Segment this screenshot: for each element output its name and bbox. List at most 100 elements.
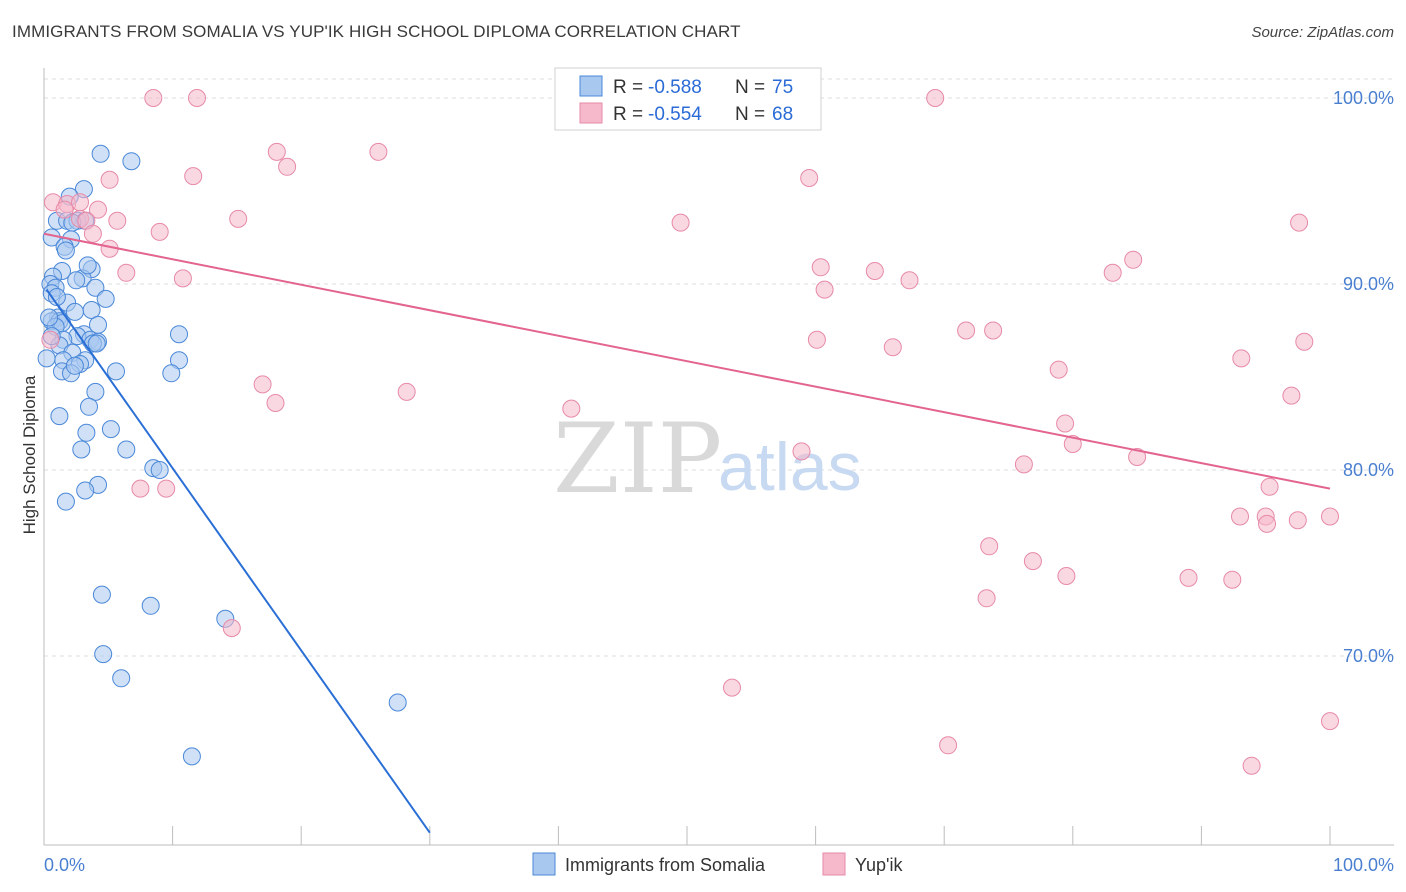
legend-swatch-somalia	[579, 75, 603, 97]
yupik-point-7	[100, 170, 119, 189]
y-tick-labels: 100.0% 90.0% 80.0% 70.0%	[1333, 88, 1394, 666]
trend-line-yupik	[43, 232, 1331, 490]
somalia-point-42	[37, 349, 56, 368]
y-axis-title: High School Diploma	[20, 375, 39, 534]
yupik-point-43	[562, 399, 581, 418]
somalia-point-0	[91, 144, 110, 163]
bottom-legend-label-somalia: Immigrants from Somalia	[565, 855, 766, 875]
yupik-point-26	[865, 262, 884, 280]
trend-lines	[43, 232, 1331, 834]
yupik-point-61	[1223, 570, 1242, 589]
yupik-point-39	[253, 375, 272, 394]
somalia-point-73	[40, 308, 59, 327]
somalia-point-68	[388, 693, 407, 712]
somalia-point-51	[86, 382, 105, 401]
yupik-point-28	[173, 269, 192, 288]
bottom-legend-swatch-yupik	[822, 852, 846, 876]
x-tick-label-left: 0.0%	[44, 855, 85, 875]
y-tick-label-1: 90.0%	[1343, 274, 1394, 294]
yupik-point-37	[1232, 349, 1251, 368]
yupik-point-1	[188, 89, 206, 107]
yupik-point-2	[926, 89, 945, 107]
yupik-point-58	[1023, 552, 1042, 571]
somalia-point-17	[67, 271, 86, 290]
yupik-point-27	[1103, 263, 1122, 282]
y-tick-label-2: 80.0%	[1343, 460, 1394, 480]
yupik-point-34	[807, 330, 826, 349]
yupik-point-40	[397, 382, 416, 401]
somalia-point-64	[141, 596, 160, 615]
yupik-point-44	[1056, 414, 1075, 433]
yupik-point-16	[229, 209, 248, 228]
yupik-point-65	[939, 736, 958, 755]
series-yupik	[41, 89, 1339, 775]
yupik-point-57	[980, 537, 999, 556]
yupik-point-13	[89, 200, 107, 219]
somalia-point-69	[182, 747, 201, 766]
yupik-point-24	[117, 263, 136, 282]
somalia-point-22	[96, 289, 115, 308]
yupik-point-29	[900, 271, 919, 290]
somalia-point-1	[122, 152, 141, 171]
legend-n-label-yupik: N =	[735, 104, 765, 125]
watermark-zip: ZIP	[553, 403, 722, 515]
somalia-point-12	[56, 241, 75, 260]
watermark-atlas: atlas	[718, 429, 862, 505]
somalia-point-59	[150, 461, 169, 479]
yupik-point-3	[267, 142, 286, 161]
yupik-point-67	[1321, 712, 1339, 731]
yupik-point-59	[1057, 567, 1076, 585]
yupik-point-33	[41, 330, 60, 349]
yupik-point-6	[184, 167, 203, 186]
somalia-point-25	[65, 302, 84, 321]
legend-r-value-yupik: -0.554	[648, 104, 702, 125]
yupik-point-55	[1321, 507, 1339, 526]
yupik-point-8	[800, 169, 819, 187]
legend-n-value-somalia: 75	[772, 77, 793, 98]
legend-r-label-somalia: R =	[613, 77, 643, 98]
y-tick-label-3: 70.0%	[1343, 646, 1394, 666]
somalia-point-63	[92, 585, 111, 604]
yupik-point-11	[71, 193, 89, 212]
yupik-point-31	[957, 321, 976, 340]
x-ticks	[172, 826, 1331, 845]
yupik-point-50	[131, 479, 150, 498]
bottom-legend-label-yupik: Yup'ik	[855, 855, 903, 875]
yupik-point-42	[266, 394, 285, 412]
series-somalia	[37, 144, 407, 766]
yupik-point-0	[144, 89, 163, 107]
yupik-point-15	[108, 211, 127, 230]
chart-source: Source: ZipAtlas.com	[1251, 24, 1394, 41]
bottom-legend-swatch-somalia	[532, 852, 556, 876]
yupik-point-46	[1063, 435, 1082, 453]
yupik-point-12	[55, 200, 74, 219]
yupik-point-38	[1049, 360, 1068, 379]
yupik-point-25	[811, 258, 830, 277]
y-tick-label-0: 100.0%	[1333, 88, 1394, 108]
legend-n-value-yupik: 68	[772, 104, 793, 125]
legend-r-label-yupik: R =	[613, 104, 643, 125]
x-tick-label-right: 100.0%	[1333, 855, 1394, 875]
axes	[43, 68, 1394, 846]
somalia-point-55	[77, 423, 96, 442]
yupik-point-32	[984, 321, 1003, 340]
somalia-point-40	[87, 334, 106, 353]
somalia-point-62	[56, 492, 75, 511]
yupik-point-35	[1295, 332, 1314, 351]
yupik-point-54	[1288, 511, 1307, 530]
yupik-point-19	[1290, 213, 1309, 232]
somalia-point-66	[94, 645, 113, 664]
yupik-point-64	[723, 678, 741, 697]
bottom-legend: Immigrants from Somalia Yup'ik	[532, 852, 903, 876]
yupik-point-4	[369, 142, 388, 161]
somalia-point-57	[72, 440, 91, 459]
yupik-point-36	[883, 338, 902, 357]
legend-n-label-somalia: N =	[735, 77, 765, 98]
somalia-point-32	[170, 325, 188, 344]
somalia-point-49	[162, 364, 181, 383]
yupik-point-18	[671, 213, 690, 232]
trend-line-somalia	[45, 289, 431, 834]
yupik-point-47	[1128, 448, 1147, 466]
yupik-point-5	[278, 157, 297, 176]
